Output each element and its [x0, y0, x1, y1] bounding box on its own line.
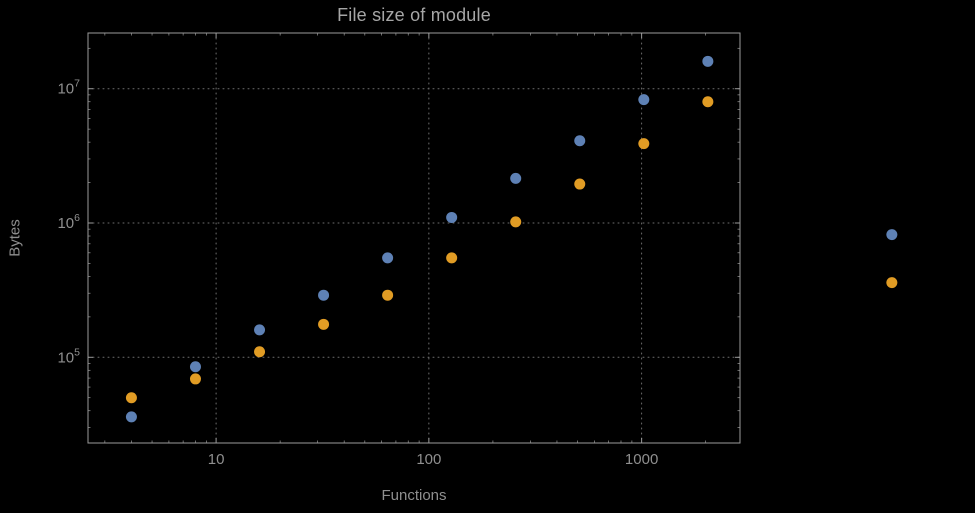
- chart-title: File size of module: [337, 5, 491, 25]
- point-orange: [382, 289, 394, 301]
- point-blue: [318, 289, 330, 301]
- point-blue: [638, 94, 650, 106]
- x-axis-label: Functions: [381, 487, 447, 504]
- plot-frame: [87, 32, 741, 444]
- point-blue: [189, 361, 201, 373]
- point-orange: [125, 392, 137, 404]
- x-tick-label: 1000: [625, 451, 658, 468]
- point-orange: [318, 318, 330, 330]
- point-blue: [446, 211, 458, 223]
- point-blue: [886, 229, 898, 241]
- point-orange: [886, 277, 898, 289]
- point-orange: [189, 373, 201, 385]
- point-blue: [510, 172, 522, 184]
- y-tick-label: 107: [57, 78, 80, 98]
- point-orange: [254, 346, 266, 358]
- x-tick-label: 10: [208, 451, 225, 468]
- point-blue: [382, 252, 394, 264]
- y-axis-label: Bytes: [6, 219, 24, 257]
- point-orange: [638, 138, 650, 150]
- x-tick-label: 100: [416, 451, 441, 468]
- point-orange: [510, 216, 522, 228]
- point-orange: [446, 252, 458, 264]
- point-blue: [254, 324, 266, 336]
- y-tick-label: 106: [57, 212, 80, 232]
- point-blue: [574, 135, 586, 147]
- point-blue: [702, 55, 714, 67]
- point-orange: [702, 96, 714, 108]
- point-orange: [574, 178, 586, 190]
- point-blue: [125, 411, 137, 423]
- y-tick-label: 105: [57, 346, 80, 366]
